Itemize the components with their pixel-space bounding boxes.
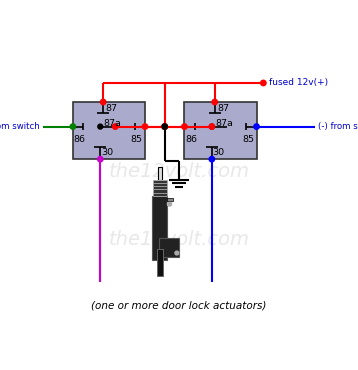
Text: (-) from switch: (-) from switch [0, 122, 40, 131]
Circle shape [142, 124, 148, 129]
Circle shape [101, 99, 106, 105]
Text: 85: 85 [242, 135, 254, 144]
Bar [153, 179, 167, 196]
Bar [184, 102, 257, 159]
Circle shape [209, 124, 214, 129]
Circle shape [254, 124, 259, 129]
Circle shape [162, 124, 168, 129]
Circle shape [209, 124, 214, 129]
Text: fused 12v(+): fused 12v(+) [269, 78, 328, 87]
Text: 85: 85 [130, 135, 142, 144]
Bar [153, 196, 168, 260]
Text: the12volt.com: the12volt.com [108, 230, 250, 249]
Circle shape [70, 124, 76, 129]
Bar [158, 167, 163, 179]
Text: the12volt.com: the12volt.com [108, 162, 250, 181]
Bar [168, 198, 173, 201]
Text: 87a: 87a [103, 119, 121, 128]
Circle shape [261, 80, 266, 86]
Text: 86: 86 [73, 135, 85, 144]
Circle shape [212, 99, 217, 105]
Bar [73, 102, 145, 159]
Text: 87: 87 [105, 104, 117, 113]
Circle shape [182, 124, 187, 129]
Circle shape [168, 202, 171, 206]
Text: 86: 86 [185, 135, 197, 144]
Circle shape [175, 251, 179, 255]
Bar [157, 249, 163, 276]
Circle shape [162, 124, 168, 129]
Circle shape [162, 124, 168, 129]
Circle shape [98, 124, 103, 129]
Text: 87a: 87a [215, 119, 233, 128]
Text: 30: 30 [213, 148, 225, 157]
Bar [159, 238, 179, 257]
Text: (-) from switch: (-) from switch [318, 122, 358, 131]
Text: (one or more door lock actuators): (one or more door lock actuators) [91, 300, 267, 310]
Circle shape [98, 157, 103, 162]
Circle shape [112, 124, 118, 129]
Circle shape [168, 202, 172, 206]
Circle shape [209, 157, 214, 162]
Text: 87: 87 [217, 104, 229, 113]
Text: 30: 30 [101, 148, 113, 157]
